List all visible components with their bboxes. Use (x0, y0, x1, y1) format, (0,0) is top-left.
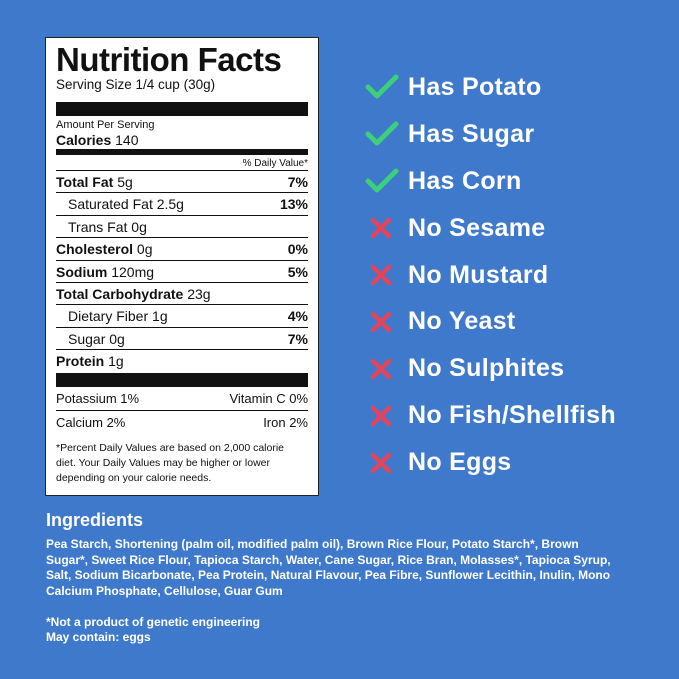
nutrient-row: Total Fat 5g 7% (56, 171, 308, 194)
allergen-item: No Sulphites (364, 345, 616, 392)
daily-value: 7% (287, 330, 308, 347)
calories-amount: 140 (115, 132, 139, 148)
check-icon (365, 74, 399, 99)
nutrient-label: Dietary Fiber (68, 308, 149, 325)
mineral-rows: Potassium 1% Vitamin C 0% Calcium 2% Iron 2… (56, 387, 308, 435)
check-icon (365, 121, 399, 146)
rule (56, 372, 308, 387)
allergen-text: Has Corn (408, 166, 522, 195)
nutrient-amount: 0g (136, 241, 153, 258)
rule (56, 102, 308, 116)
calories: Calories 140 (56, 131, 308, 149)
nutrient-rows: Total Fat 5g 7% Saturated Fat 2.5g 13% Trans… (56, 171, 308, 373)
nutrient: Saturated Fat 2.5g (68, 193, 184, 214)
nutrient-amount: 5g (117, 174, 133, 190)
cross-icon (370, 217, 392, 239)
mineral-row: Calcium 2% Iron 2% (56, 411, 308, 435)
allergen-item: No Fish/Shellfish (364, 392, 616, 439)
daily-value: 4% (287, 308, 308, 325)
cross-icon (370, 311, 392, 333)
ingredients: Ingredients Pea Starch, Shortening (palm… (46, 508, 646, 645)
mineral-row: Potassium 1% Vitamin C 0% (56, 387, 308, 411)
rule (56, 149, 308, 155)
note: *Not a product of genetic engineering (46, 615, 261, 630)
cross-icon (370, 405, 392, 426)
nutrient: Total Carbohydrate 23g (56, 283, 211, 304)
allergen-text: No Yeast (408, 307, 516, 336)
cross-icon (370, 358, 392, 380)
nutrient-row: Saturated Fat 2.5g 13% (56, 193, 308, 216)
nutrient-label: Trans Fat (68, 218, 128, 235)
allergen-text: No Eggs (408, 448, 512, 477)
nutrient-row: Sodium 120mg 5% (56, 261, 308, 283)
allergen-text: No Fish/Shellfish (408, 401, 616, 430)
allergen-text: Has Potato (408, 72, 542, 101)
nutrient: Sugar 0g (68, 328, 125, 349)
calories-label: Calories (56, 132, 112, 148)
daily-value: 5% (287, 263, 308, 280)
allergen-item: No Yeast (364, 298, 616, 345)
nutrient-amount: 23g (187, 285, 211, 302)
nutrient-row: Trans Fat 0g (56, 216, 308, 239)
nutrient-label: Sodium (56, 263, 108, 280)
mineral: Calcium 2% (56, 414, 126, 430)
allergen-text: Has Sugar (408, 119, 535, 148)
mineral: Vitamin C 0% (229, 390, 308, 406)
allergen-text: No Sulphites (408, 354, 565, 383)
nutrient-label: Cholesterol (56, 241, 134, 258)
nutrient-row: Total Carbohydrate 23g (56, 283, 308, 306)
nutrition-label: Nutrition Facts Serving Size 1/4 cup (30… (45, 37, 319, 496)
nutrient-label: Protein (56, 353, 105, 370)
daily-value: 7% (287, 174, 308, 190)
nutrient-amount: 120mg (111, 263, 155, 280)
amount-per-serving: Amount Per Serving (56, 119, 155, 131)
nutrient-row: Sugar 0g 7% (56, 328, 308, 351)
nutrient: Sodium 120mg (56, 261, 154, 282)
nutrient-label: Sugar (68, 330, 106, 347)
nutrient-label: Saturated Fat (68, 196, 153, 213)
nutrient-amount: 1g (152, 308, 168, 325)
note: May contain: eggs (46, 630, 151, 645)
serving-size: Serving Size 1/4 cup (30g) (56, 77, 216, 92)
label-title: Nutrition Facts (56, 41, 282, 78)
allergen-item: No Mustard (364, 252, 616, 299)
nutrient-label: Total Fat (56, 174, 114, 190)
nutrient-row: Protein 1g (56, 350, 308, 372)
daily-value: 0% (287, 241, 308, 258)
mineral: Potassium 1% (56, 390, 140, 406)
nutrient-amount: 0g (131, 218, 147, 235)
allergen-item: Has Corn (364, 158, 616, 205)
nutrient-label: Total Carbohydrate (56, 285, 184, 302)
nutrient-amount: 1g (108, 353, 124, 370)
daily-value-header: % Daily Value* (56, 155, 308, 171)
allergen-item: Has Potato (364, 64, 616, 111)
nutrient: Protein 1g (56, 350, 124, 372)
allergen-text: No Sesame (408, 213, 546, 242)
nutrient: Trans Fat 0g (68, 216, 147, 237)
allergen-list: Has Potato Has Sugar Has Corn No Sesame No M… (364, 64, 616, 486)
nutrient: Cholesterol 0g (56, 238, 152, 259)
daily-value: 13% (279, 196, 308, 213)
allergen-item: No Sesame (364, 205, 616, 252)
nutrient: Total Fat 5g (56, 171, 133, 192)
ingredients-title: Ingredients (46, 510, 144, 530)
cross-icon (370, 264, 392, 286)
cross-icon (370, 452, 392, 473)
nutrient-row: Cholesterol 0g 0% (56, 238, 308, 261)
nutrient-row: Dietary Fiber 1g 4% (56, 305, 308, 328)
nutrient-amount: 0g (109, 330, 125, 347)
check-icon (365, 168, 399, 193)
footnote: *Percent Daily Values are based on 2,000… (56, 441, 285, 484)
allergen-text: No Mustard (408, 260, 549, 289)
allergen-item: Has Sugar (364, 111, 616, 158)
nutrient: Dietary Fiber 1g (68, 305, 168, 326)
allergen-item: No Eggs (364, 439, 616, 486)
nutrient-amount: 2.5g (156, 196, 184, 213)
mineral: Iron 2% (263, 414, 308, 430)
ingredients-text: Pea Starch, Shortening (palm oil, modifi… (46, 537, 611, 598)
